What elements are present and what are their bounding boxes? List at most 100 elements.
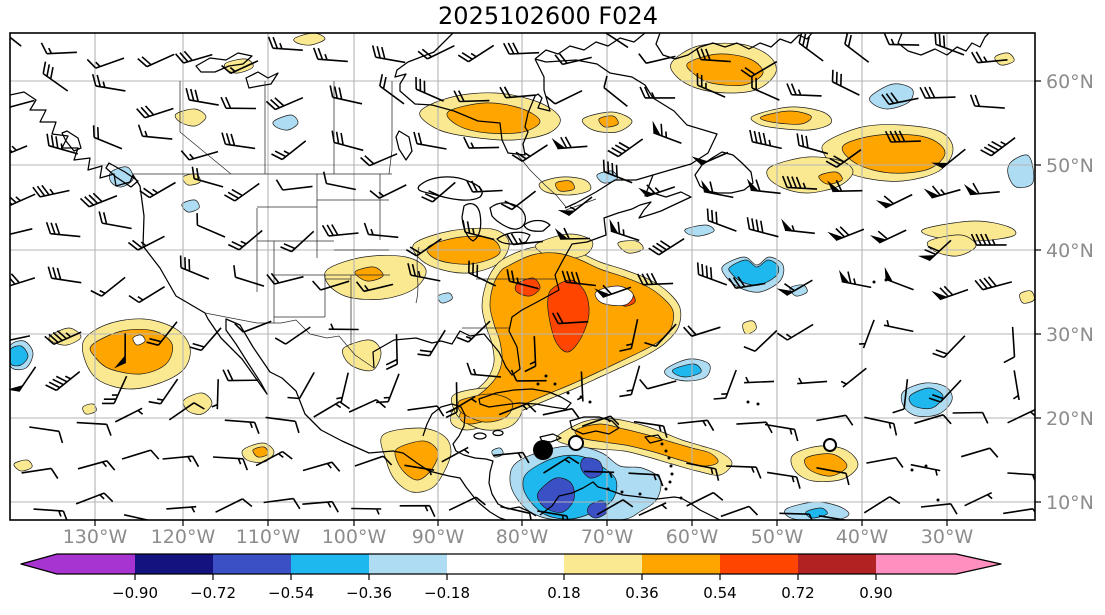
wind-barb-pennant — [746, 178, 759, 191]
wind-barb — [224, 182, 260, 202]
wind-barb — [939, 285, 969, 301]
y-tick-label: 10°N — [1046, 492, 1094, 514]
wind-barb — [877, 229, 907, 244]
cyclone-marker-filled — [533, 440, 553, 460]
wind-barb — [786, 83, 822, 97]
wind-barb — [740, 60, 778, 78]
island-dot — [669, 464, 673, 468]
wind-barb — [114, 407, 144, 423]
wind-barb — [331, 130, 364, 152]
wind-barb — [974, 276, 1013, 291]
wind-barb — [174, 50, 213, 64]
contour-patch-Y — [617, 240, 644, 254]
wind-barb — [328, 323, 359, 331]
island-dot — [588, 400, 592, 404]
wind-barb — [10, 193, 36, 207]
wind-barb — [417, 329, 446, 357]
wind-barb — [920, 503, 958, 515]
coastline — [478, 388, 572, 410]
coastline — [644, 434, 663, 444]
wind-barb — [312, 280, 350, 291]
wind-barb — [127, 235, 165, 251]
x-tick-label: 90°W — [412, 526, 465, 548]
wind-barb — [146, 321, 178, 346]
wind-barb — [696, 73, 726, 98]
wind-barb — [196, 213, 226, 238]
wind-barb — [220, 96, 257, 110]
wind-barb — [40, 42, 77, 55]
wind-barb — [542, 407, 580, 419]
wind-barb — [42, 61, 69, 92]
wind-barb — [360, 153, 398, 167]
wind-barb — [453, 90, 490, 103]
wind-barb — [506, 269, 539, 290]
contour-patch-Y — [182, 392, 213, 415]
wind-barb — [686, 491, 724, 507]
wind-barb — [407, 263, 441, 282]
wind-barb — [696, 262, 728, 286]
wind-barb — [506, 233, 543, 246]
y-tick-label: 40°N — [1046, 240, 1094, 262]
wind-barb — [123, 514, 151, 520]
wind-barb — [633, 420, 668, 438]
wind-barb-pennant — [827, 180, 841, 192]
wind-barb — [348, 398, 387, 413]
colorbar-tick-label: −0.18 — [424, 584, 470, 602]
wind-barb — [892, 379, 909, 414]
contour-patch-LB — [869, 83, 914, 110]
wind-barb — [934, 33, 965, 56]
wind-barb — [404, 464, 435, 476]
island-dot — [566, 391, 570, 395]
wind-barb — [136, 105, 174, 119]
wind-barb — [510, 369, 547, 382]
wind-barb — [980, 137, 1016, 157]
wind-barb — [502, 42, 540, 55]
wind-barb — [885, 278, 914, 291]
wind-barb — [607, 138, 644, 158]
wind-barb — [227, 229, 263, 251]
contour-patch-LB — [684, 224, 715, 237]
colorbar-tick-label: −0.36 — [346, 584, 392, 602]
island-dot — [620, 490, 624, 494]
colorbar-right-arrow — [956, 554, 1001, 574]
wind-barb — [677, 419, 715, 432]
wind-barb — [33, 508, 68, 520]
wind-barb-pennant — [609, 218, 619, 234]
wind-barb — [379, 74, 405, 105]
wind-barb — [329, 85, 363, 105]
wind-barb-pennant — [551, 137, 566, 149]
coastline — [569, 416, 620, 435]
wind-barb — [371, 45, 406, 64]
contour-patch-O — [446, 102, 541, 135]
wind-barb — [628, 472, 664, 487]
contour-patch-O — [354, 266, 384, 282]
wind-barb — [636, 272, 674, 286]
island-dot — [553, 382, 557, 386]
wind-barb — [369, 184, 407, 199]
wind-barb — [686, 462, 720, 481]
wind-barb — [10, 145, 28, 154]
contour-patch-O — [89, 328, 173, 375]
wind-barb — [567, 196, 593, 217]
wind-barb — [1003, 508, 1035, 515]
wind-barb — [162, 455, 200, 468]
wind-barb — [468, 260, 497, 287]
wind-barb — [221, 132, 256, 150]
wind-barb — [321, 224, 359, 237]
wind-barb — [139, 181, 176, 199]
wind-barb — [354, 455, 393, 467]
wind-barb — [44, 330, 82, 346]
wind-barb — [746, 217, 779, 238]
x-tick-label: 130°W — [63, 526, 128, 548]
wind-barb — [602, 159, 633, 184]
coastline — [61, 130, 82, 152]
coastline — [10, 91, 507, 520]
wind-barb — [884, 130, 921, 143]
wind-barb — [866, 456, 904, 468]
wind-barb — [713, 369, 737, 400]
wind-barb — [498, 402, 537, 416]
wind-barb — [148, 378, 179, 405]
island-dot — [910, 468, 914, 472]
wind-barb — [648, 238, 685, 256]
wind-barb — [287, 372, 315, 400]
